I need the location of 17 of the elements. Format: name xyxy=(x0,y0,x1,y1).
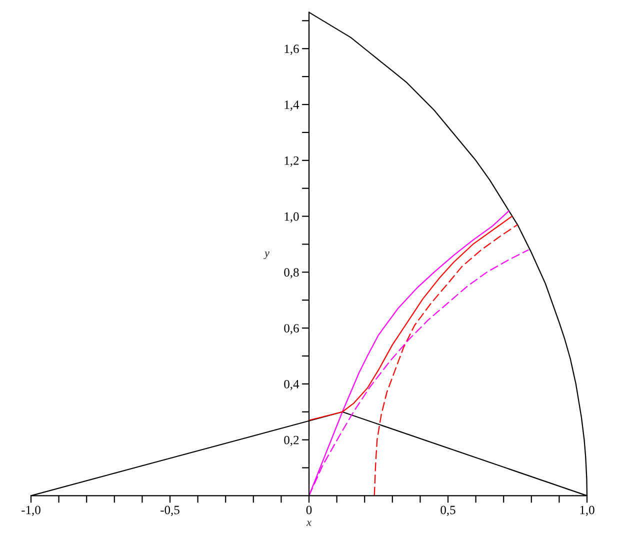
line-series xyxy=(308,216,512,421)
x-tick-label: -0,5 xyxy=(160,506,180,516)
y-tick-label: 1,0 xyxy=(284,212,299,223)
y-tick-label: 1,6 xyxy=(284,44,299,55)
x-tick-label: -1,0 xyxy=(22,506,40,516)
y-tick-label: 1,4 xyxy=(284,100,300,111)
x-tick-label: 0 xyxy=(306,506,312,514)
y-tick-label: 0,6 xyxy=(284,324,299,334)
y-tick-label: 0,8 xyxy=(284,268,299,278)
y-tick-label: 0,4 xyxy=(284,380,300,390)
x-tick-label: 0,5 xyxy=(440,506,456,516)
y-tick-label: 0,2 xyxy=(284,436,299,446)
x-tick-label: 1,0 xyxy=(580,506,594,516)
x-axis-title: x xyxy=(306,520,312,526)
y-tick-label: 1,2 xyxy=(284,156,299,167)
line-series xyxy=(374,224,518,496)
y-axis-title: y xyxy=(264,252,270,260)
